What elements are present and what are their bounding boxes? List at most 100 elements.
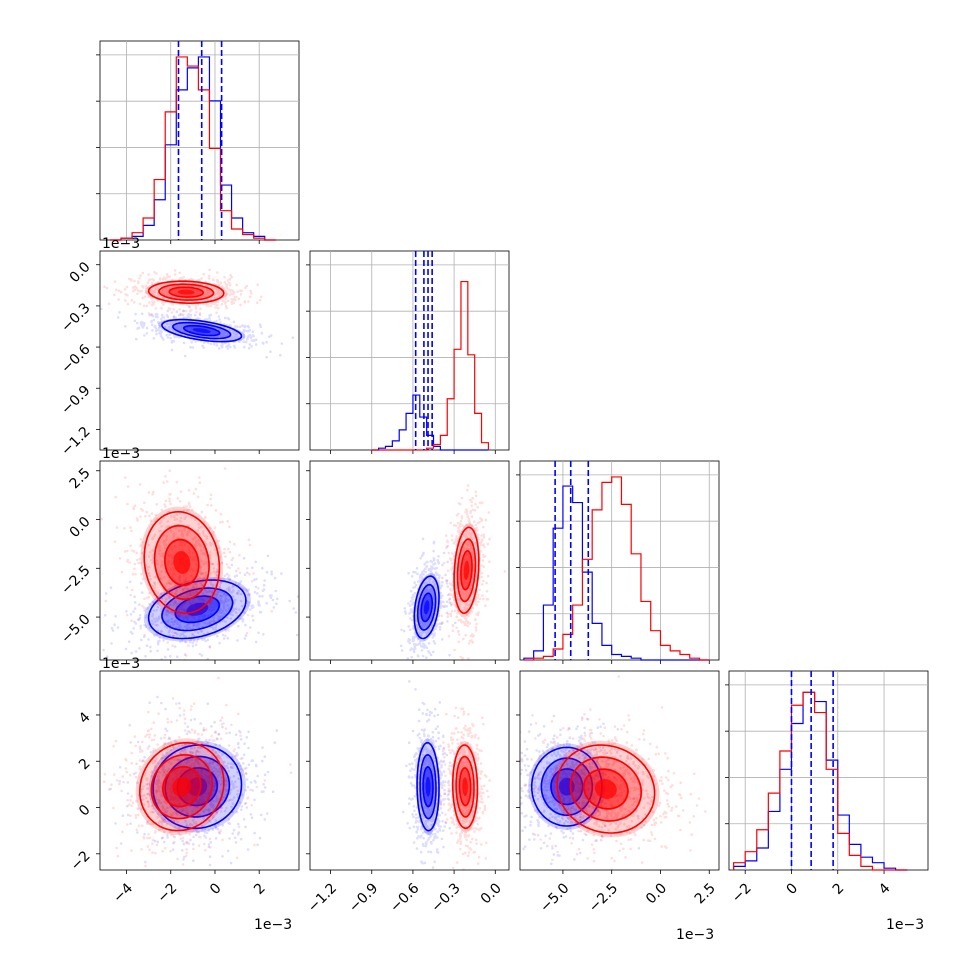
scatter-point bbox=[205, 535, 209, 538]
scatter-point bbox=[206, 622, 209, 626]
scatter-point bbox=[220, 806, 223, 810]
contour-line-blue bbox=[182, 324, 221, 337]
scatter-point bbox=[187, 842, 191, 846]
scatter-point bbox=[152, 302, 155, 306]
scatter-point bbox=[208, 863, 212, 867]
scatter-point bbox=[195, 544, 198, 547]
scatter-point bbox=[458, 525, 462, 528]
scatter-point bbox=[151, 301, 155, 305]
scatter-point bbox=[199, 571, 203, 575]
scatter-point bbox=[404, 665, 407, 668]
scatter-point bbox=[433, 583, 436, 587]
scatter-point bbox=[440, 576, 444, 580]
scatter-point bbox=[116, 316, 120, 319]
scatter-point bbox=[162, 303, 165, 306]
scatter-point bbox=[424, 614, 428, 617]
scatter-point bbox=[131, 632, 134, 635]
contour-line-blue bbox=[161, 318, 243, 343]
scatter-point bbox=[219, 334, 222, 338]
scatter-point bbox=[189, 638, 193, 642]
scatter-point bbox=[182, 634, 186, 637]
scatter-point bbox=[228, 798, 232, 802]
scatter-point bbox=[254, 640, 258, 644]
scatter-point bbox=[242, 587, 245, 590]
scatter-point bbox=[199, 630, 203, 633]
scatter-point bbox=[152, 617, 156, 621]
scatter-point bbox=[167, 630, 171, 634]
scatter-point bbox=[183, 608, 186, 612]
scatter-point bbox=[249, 336, 253, 339]
scatter-point bbox=[193, 293, 197, 296]
scatter-point bbox=[172, 571, 175, 575]
pair-content bbox=[100, 268, 295, 359]
scatter-point bbox=[209, 313, 213, 317]
scatter-point bbox=[425, 565, 429, 568]
scatter-point bbox=[150, 775, 154, 778]
scatter-point bbox=[219, 597, 223, 601]
scatter-point bbox=[452, 524, 456, 527]
scatter-point bbox=[185, 732, 189, 736]
scatter-point bbox=[458, 582, 462, 585]
scatter-point bbox=[153, 324, 157, 328]
scatter-point bbox=[103, 285, 106, 289]
scatter-point bbox=[232, 297, 236, 301]
scatter-point bbox=[219, 321, 222, 324]
scatter-point bbox=[410, 618, 414, 622]
scatter-point bbox=[229, 617, 232, 620]
scatter-point bbox=[413, 585, 417, 589]
scatter-point bbox=[194, 630, 197, 633]
scatter-point bbox=[127, 640, 131, 643]
scatter-point bbox=[468, 520, 472, 524]
scatter-point bbox=[177, 796, 180, 799]
scatter-point bbox=[180, 607, 183, 611]
scatter-point bbox=[212, 616, 215, 620]
scatter-point bbox=[227, 762, 230, 765]
scatter-point bbox=[463, 621, 467, 625]
scatter-point bbox=[201, 770, 204, 774]
scatter-point bbox=[477, 600, 480, 604]
scatter-point bbox=[430, 624, 434, 627]
scatter-point bbox=[481, 538, 484, 541]
scatter-point bbox=[166, 315, 170, 319]
scatter-point bbox=[256, 283, 260, 287]
scatter-point bbox=[125, 610, 128, 613]
scatter-point bbox=[444, 573, 447, 577]
scatter-point bbox=[208, 738, 211, 742]
scatter-point bbox=[224, 783, 228, 786]
scatter-point bbox=[429, 653, 433, 657]
scatter-point bbox=[467, 614, 470, 618]
scatter-point bbox=[169, 568, 173, 571]
scatter-point bbox=[419, 621, 422, 624]
scatter-point bbox=[255, 577, 258, 581]
scatter-point bbox=[169, 323, 172, 326]
scatter-point bbox=[425, 597, 429, 601]
scatter-point bbox=[177, 607, 181, 610]
scatter-point bbox=[204, 515, 207, 519]
scatter-point bbox=[222, 577, 225, 580]
scatter-point bbox=[196, 529, 199, 532]
scatter-point bbox=[466, 555, 470, 559]
scatter-point bbox=[166, 562, 170, 565]
scatter-point bbox=[162, 770, 166, 774]
scatter-point bbox=[189, 574, 193, 578]
scatter-point bbox=[126, 560, 129, 563]
scatter-point bbox=[161, 767, 165, 770]
scatter-point bbox=[203, 540, 207, 543]
scatter-point bbox=[183, 773, 187, 777]
scatter-point bbox=[429, 567, 433, 571]
scatter-point bbox=[164, 811, 167, 815]
hist-frame-3 bbox=[728, 670, 929, 871]
scatter-point bbox=[167, 619, 170, 623]
scatter-point bbox=[415, 617, 418, 621]
scatter-point bbox=[449, 603, 453, 607]
scatter-point bbox=[148, 514, 151, 518]
scatter-point bbox=[248, 593, 251, 597]
scatter-point bbox=[141, 787, 144, 791]
scatter-point bbox=[228, 281, 231, 285]
scatter-point bbox=[265, 812, 269, 815]
scatter-point bbox=[177, 326, 180, 330]
scatter-point bbox=[473, 528, 477, 531]
scatter-point bbox=[137, 813, 140, 817]
scatter-point bbox=[201, 615, 205, 619]
scatter-point bbox=[168, 497, 171, 500]
